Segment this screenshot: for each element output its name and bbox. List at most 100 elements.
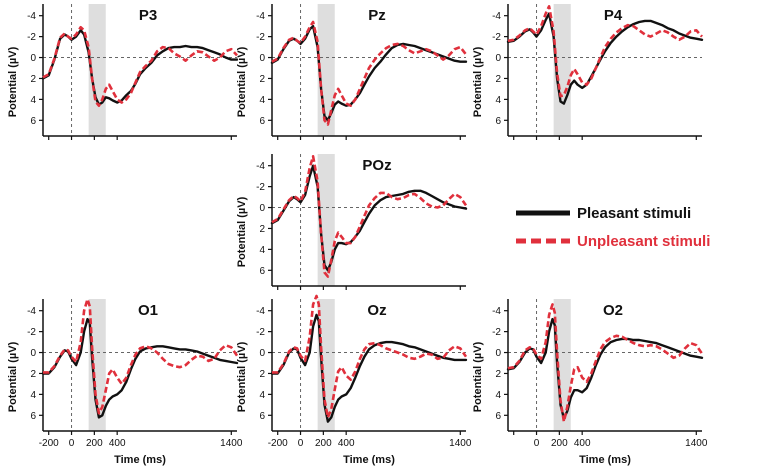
legend-label-pleasant: Pleasant stimuli	[577, 205, 691, 222]
y-tick-label: -2	[492, 327, 501, 338]
y-tick-label: 0	[259, 348, 265, 359]
panel-title: Pz	[368, 7, 386, 24]
y-tick-label: -2	[492, 32, 501, 43]
y-tick-label: -4	[256, 306, 265, 317]
x-tick-label: 0	[534, 438, 540, 449]
panel-pz: -4 -2 0 2 4 6 Potential (µV) Pz	[236, 4, 468, 140]
y-tick-label: 6	[30, 411, 36, 422]
x-tick-label: 400	[109, 438, 126, 449]
y-tick-label: 6	[30, 116, 36, 127]
y-tick-label: 2	[30, 74, 36, 85]
y-tick-label: 4	[30, 95, 36, 106]
series-unpleasant	[507, 303, 704, 423]
x-tick-label: 400	[574, 438, 591, 449]
series-pleasant	[270, 164, 468, 272]
y-tick-label: -4	[256, 161, 265, 172]
y-tick-label: 6	[495, 411, 501, 422]
series-unpleasant	[272, 294, 468, 419]
analysis-window	[553, 4, 571, 136]
x-tick-label: 1400	[449, 438, 472, 449]
y-axis-title: Potential (µV)	[7, 46, 19, 117]
panel-title: Oz	[367, 302, 386, 319]
panel-title: P3	[139, 7, 157, 24]
series-unpleasant	[271, 155, 468, 278]
y-axis-title: Potential (µV)	[236, 341, 248, 412]
x-tick-label: 200	[86, 438, 103, 449]
y-axis-title: Potential (µV)	[236, 196, 248, 267]
panel-o2: -4 -2 0 2 4 6 Potential (µV) 0 200 400 1400 Time (m…	[472, 299, 708, 466]
y-tick-label: -2	[27, 32, 36, 43]
y-tick-label: 6	[259, 266, 265, 277]
panel-o1: -4 -2 0 2 4 6 Potential (µV) -200 0 200 400 1400 Tim…	[7, 297, 243, 466]
panel-title: P4	[604, 7, 623, 24]
y-tick-label: 2	[30, 369, 36, 380]
series-pleasant	[270, 313, 468, 423]
x-tick-label: 200	[315, 438, 332, 449]
y-tick-label: 4	[259, 245, 265, 256]
y-tick-label: -4	[492, 306, 501, 317]
y-axis-title: Potential (µV)	[472, 341, 484, 412]
series-unpleasant	[42, 25, 238, 107]
y-tick-label: 4	[259, 390, 265, 401]
y-axis-title: Potential (µV)	[7, 341, 19, 412]
legend: Pleasant stimuli Unpleasant stimuli	[516, 205, 710, 250]
y-tick-label: 0	[30, 348, 36, 359]
analysis-window	[317, 154, 335, 286]
x-tick-label: 0	[298, 438, 304, 449]
panel-p3: -4 -2 0 2 4 6 Potential (µV) P3	[7, 4, 239, 140]
y-tick-label: 4	[30, 390, 36, 401]
y-tick-label: -2	[27, 327, 36, 338]
y-axis-title: Potential (µV)	[236, 46, 248, 117]
y-tick-label: 0	[30, 53, 36, 64]
analysis-window	[553, 299, 571, 431]
x-tick-label: 400	[338, 438, 355, 449]
x-axis-title: Time (ms)	[343, 454, 395, 466]
y-tick-label: 2	[495, 74, 501, 85]
y-tick-label: 0	[259, 53, 265, 64]
y-tick-label: -4	[27, 306, 36, 317]
y-tick-label: 0	[259, 203, 265, 214]
y-tick-label: 2	[259, 74, 265, 85]
panel-poz: -4 -2 0 2 4 6 Potential (µV) POz	[236, 154, 468, 290]
y-tick-label: 4	[259, 95, 265, 106]
y-tick-label: 6	[259, 411, 265, 422]
analysis-window	[88, 299, 106, 431]
series-pleasant	[41, 29, 239, 106]
y-tick-label: 4	[495, 95, 501, 106]
legend-label-unpleasant: Unpleasant stimuli	[577, 233, 710, 250]
y-tick-label: -4	[492, 11, 501, 22]
series-pleasant	[506, 317, 704, 420]
y-axis-title: Potential (µV)	[472, 46, 484, 117]
panel-p4: -4 -2 0 2 4 6 Potential (µV) P4	[472, 4, 704, 140]
y-tick-label: -2	[256, 32, 265, 43]
y-tick-label: 4	[495, 390, 501, 401]
x-tick-label: 0	[69, 438, 75, 449]
y-tick-label: 6	[259, 116, 265, 127]
series-pleasant	[41, 317, 239, 419]
y-tick-label: -2	[256, 327, 265, 338]
y-tick-label: 2	[259, 224, 265, 235]
y-tick-label: 2	[259, 369, 265, 380]
y-tick-label: 2	[495, 369, 501, 380]
y-tick-label: -4	[256, 11, 265, 22]
series-unpleasant	[271, 20, 468, 126]
y-tick-label: -2	[256, 182, 265, 193]
panel-title: POz	[362, 157, 391, 174]
y-tick-label: 6	[495, 116, 501, 127]
panel-oz: -4 -2 0 2 4 6 Potential (µV) -200 0 200 400 1400 Tim…	[236, 294, 472, 466]
series-unpleasant	[43, 297, 239, 415]
panel-title: O2	[603, 302, 623, 319]
panel-title: O1	[138, 302, 158, 319]
series-pleasant	[506, 12, 704, 105]
analysis-window	[317, 299, 335, 431]
x-tick-label: -200	[268, 438, 288, 449]
x-tick-label: 200	[551, 438, 568, 449]
y-tick-label: -4	[27, 11, 36, 22]
x-axis-title: Time (ms)	[579, 454, 631, 466]
x-tick-label: 1400	[220, 438, 243, 449]
x-axis-title: Time (ms)	[114, 454, 166, 466]
series-pleasant	[270, 25, 468, 122]
x-tick-label: -200	[39, 438, 59, 449]
series-unpleasant	[507, 5, 703, 98]
